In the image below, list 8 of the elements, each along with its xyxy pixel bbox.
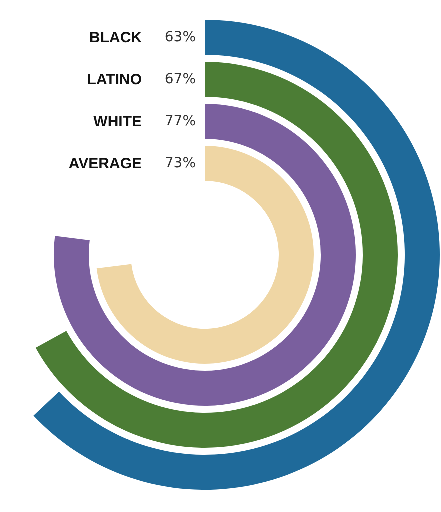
category-label: AVERAGE: [68, 156, 142, 172]
category-label: WHITE: [94, 114, 142, 130]
data-label: 77%: [164, 114, 196, 130]
data-label: 63%: [164, 30, 196, 46]
category-label: BLACK: [90, 30, 142, 46]
data-label: 67%: [164, 72, 196, 88]
data-label: 73%: [164, 156, 196, 172]
category-label: LATINO: [87, 72, 142, 88]
